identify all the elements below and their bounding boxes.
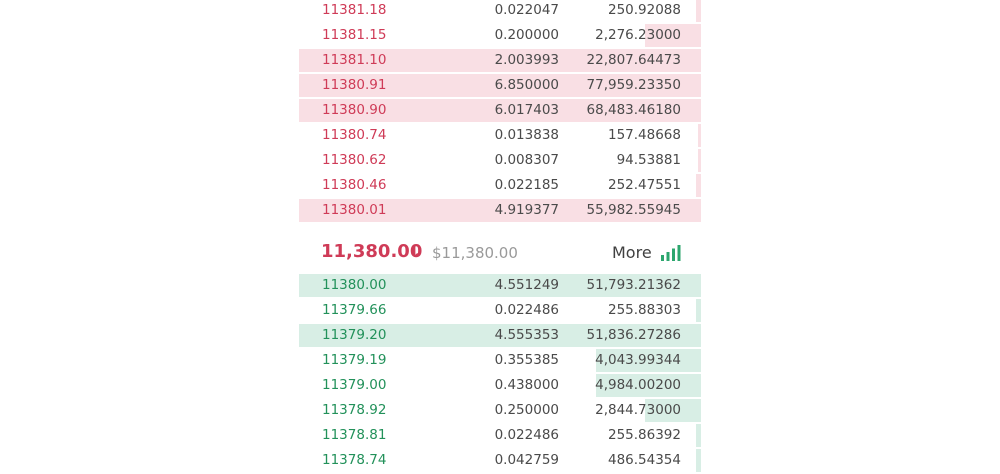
order-total: 157.48668 <box>607 127 681 143</box>
order-amount: 0.008307 <box>494 152 559 168</box>
order-amount: 6.017403 <box>494 102 559 118</box>
order-amount: 2.003993 <box>494 52 559 68</box>
ask-row[interactable]: 11380.62 0.008307 94.53881 <box>299 148 701 173</box>
last-trade-bar: 11,380.00 ↓ $11,380.00 More <box>299 229 701 273</box>
depth-bar <box>596 349 701 372</box>
order-amount: 0.355385 <box>494 352 559 368</box>
order-total: 4,043.99344 <box>595 352 681 368</box>
order-price: 11380.00 <box>322 277 387 293</box>
ask-row[interactable]: 11380.01 4.919377 55,982.55945 <box>299 198 701 223</box>
depth-bar <box>698 124 701 147</box>
depth-bar <box>696 0 701 22</box>
order-price: 11381.18 <box>322 2 387 18</box>
depth-bar <box>696 449 701 472</box>
bid-row[interactable]: 11379.20 4.555353 51,836.27286 <box>299 323 701 348</box>
order-price: 11379.19 <box>322 352 387 368</box>
depth-bar <box>696 174 701 197</box>
order-price: 11380.62 <box>322 152 387 168</box>
more-button[interactable]: More <box>612 242 681 264</box>
order-price: 11379.00 <box>322 377 387 393</box>
order-total: 55,982.55945 <box>586 202 681 218</box>
order-amount: 4.555353 <box>494 327 559 343</box>
depth-bar <box>299 324 701 347</box>
depth-bar <box>299 199 701 222</box>
order-total: 2,276.23000 <box>595 27 681 43</box>
order-amount: 0.022486 <box>494 302 559 318</box>
order-total: 4,984.00200 <box>595 377 681 393</box>
order-price: 11380.01 <box>322 202 387 218</box>
ask-row[interactable]: 11381.15 0.200000 2,276.23000 <box>299 23 701 48</box>
depth-bar <box>299 274 701 297</box>
order-amount: 0.250000 <box>494 402 559 418</box>
depth-bar <box>645 24 701 47</box>
order-book: 11381.18 0.022047 250.92088 11381.15 0.20000… <box>299 0 701 474</box>
order-amount: 0.438000 <box>494 377 559 393</box>
order-price: 11378.92 <box>322 402 387 418</box>
order-price: 11381.10 <box>322 52 387 68</box>
ask-row[interactable]: 11380.46 0.022185 252.47551 <box>299 173 701 198</box>
bid-row[interactable]: 11379.00 0.438000 4,984.00200 <box>299 373 701 398</box>
depth-bar <box>299 74 701 97</box>
order-amount: 0.022047 <box>494 2 559 18</box>
bid-row[interactable]: 11378.81 0.022486 255.86392 <box>299 423 701 448</box>
order-price: 11379.66 <box>322 302 387 318</box>
order-total: 51,793.21362 <box>586 277 681 293</box>
bid-row[interactable]: 11378.74 0.042759 486.54354 <box>299 448 701 473</box>
order-amount: 0.022185 <box>494 177 559 193</box>
depth-bar <box>596 374 701 397</box>
depth-bar <box>696 424 701 447</box>
ask-row[interactable]: 11380.91 6.850000 77,959.23350 <box>299 73 701 98</box>
order-amount: 4.551249 <box>494 277 559 293</box>
bid-row[interactable]: 11380.00 4.551249 51,793.21362 <box>299 273 701 298</box>
order-total: 250.92088 <box>607 2 681 18</box>
order-total: 77,959.23350 <box>586 77 681 93</box>
order-price: 11378.74 <box>322 452 387 468</box>
signal-bars-icon <box>661 245 681 261</box>
depth-bar <box>696 299 701 322</box>
last-trade-usd-price: $11,380.00 <box>432 244 518 262</box>
order-total: 255.86392 <box>607 427 681 443</box>
depth-bar <box>698 149 701 172</box>
order-amount: 0.042759 <box>494 452 559 468</box>
order-price: 11380.46 <box>322 177 387 193</box>
last-trade-price: 11,380.00 <box>321 241 423 262</box>
depth-bar <box>299 99 701 122</box>
order-total: 486.54354 <box>607 452 681 468</box>
depth-bar <box>645 399 701 422</box>
more-label: More <box>612 243 652 262</box>
bid-row[interactable]: 11379.66 0.022486 255.88303 <box>299 298 701 323</box>
order-total: 68,483.46180 <box>586 102 681 118</box>
order-total: 51,836.27286 <box>586 327 681 343</box>
bid-row[interactable]: 11378.92 0.250000 2,844.73000 <box>299 398 701 423</box>
ask-row[interactable]: 11380.74 0.013838 157.48668 <box>299 123 701 148</box>
ask-row[interactable]: 11381.10 2.003993 22,807.64473 <box>299 48 701 73</box>
order-amount: 6.850000 <box>494 77 559 93</box>
order-price: 11378.81 <box>322 427 387 443</box>
order-price: 11380.74 <box>322 127 387 143</box>
order-amount: 0.200000 <box>494 27 559 43</box>
order-total: 252.47551 <box>607 177 681 193</box>
order-total: 2,844.73000 <box>595 402 681 418</box>
order-total: 94.53881 <box>616 152 681 168</box>
order-amount: 0.022486 <box>494 427 559 443</box>
order-amount: 4.919377 <box>494 202 559 218</box>
ask-row[interactable]: 11380.90 6.017403 68,483.46180 <box>299 98 701 123</box>
bid-row[interactable]: 11379.19 0.355385 4,043.99344 <box>299 348 701 373</box>
order-total: 255.88303 <box>607 302 681 318</box>
ask-row[interactable]: 11381.18 0.022047 250.92088 <box>299 0 701 23</box>
order-price: 11379.20 <box>322 327 387 343</box>
order-price: 11381.15 <box>322 27 387 43</box>
order-price: 11380.91 <box>322 77 387 93</box>
depth-bar <box>299 49 701 72</box>
order-price: 11380.90 <box>322 102 387 118</box>
order-amount: 0.013838 <box>494 127 559 143</box>
arrow-down-icon: ↓ <box>408 242 422 261</box>
order-total: 22,807.64473 <box>586 52 681 68</box>
